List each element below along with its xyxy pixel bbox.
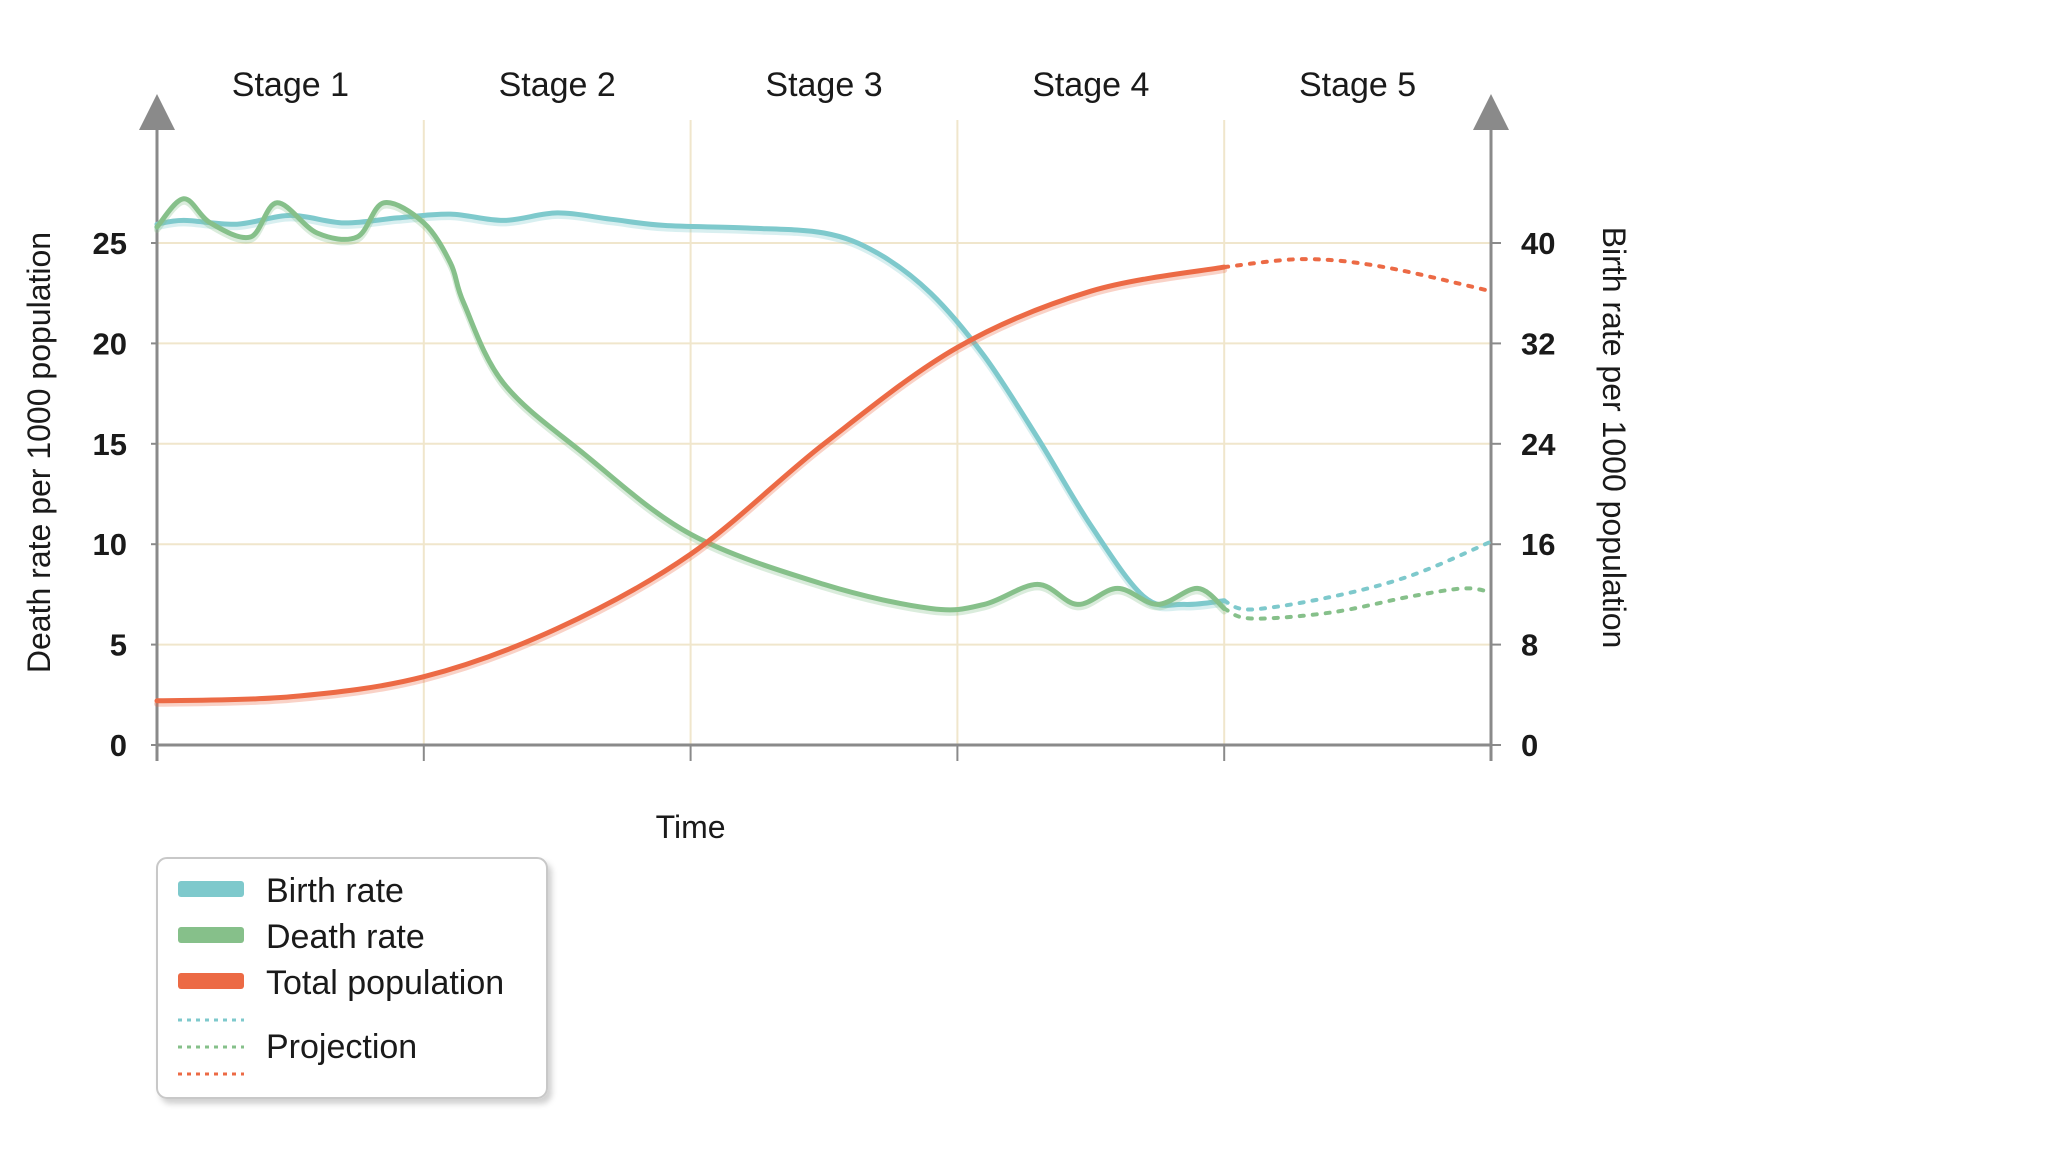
legend: Birth rate Death rate Total population P… xyxy=(156,857,548,1099)
labels: Time Death rate per 1000 population Birt… xyxy=(21,66,1632,845)
y-left-tick-label: 5 xyxy=(110,628,127,663)
stage-label: Stage 5 xyxy=(1299,66,1416,104)
legend-label-projection: Projection xyxy=(266,1028,417,1066)
series-projection-total-population xyxy=(1222,257,1493,294)
y-axis-right-title: Birth rate per 1000 population xyxy=(1596,227,1632,649)
y-left-tick-label: 20 xyxy=(93,326,127,361)
y-right-tick-label: 32 xyxy=(1521,326,1555,361)
y-right-tick-label: 24 xyxy=(1521,427,1556,462)
legend-swatch-total-population xyxy=(178,973,244,989)
grid xyxy=(157,120,1491,745)
y-right-tick-label: 8 xyxy=(1521,628,1538,663)
series-line-birth-rate xyxy=(154,210,1227,608)
series xyxy=(154,196,1493,707)
legend-swatch-birth-rate xyxy=(178,881,244,897)
axes xyxy=(139,94,1509,761)
stage-label: Stage 2 xyxy=(499,66,616,104)
series-projection-death-rate xyxy=(1222,586,1493,621)
y-left-tick-label: 0 xyxy=(110,728,127,763)
y-left-tick-label: 10 xyxy=(93,527,127,562)
x-axis-title: Time xyxy=(656,809,726,845)
legend-swatch-death-rate xyxy=(178,927,244,943)
series-line-death-rate xyxy=(154,196,1227,613)
y-right-tick-label: 16 xyxy=(1521,527,1555,562)
legend-box xyxy=(156,857,548,1099)
y-right-tick-label: 0 xyxy=(1521,728,1538,763)
series-line-total-population xyxy=(154,264,1227,704)
y-axis-left-title: Death rate per 1000 population xyxy=(21,232,57,673)
stage-label: Stage 3 xyxy=(765,66,882,104)
series-projection-birth-rate xyxy=(1222,539,1493,612)
legend-label-birth-rate: Birth rate xyxy=(266,872,404,910)
y-left-tick-label: 15 xyxy=(93,427,127,462)
y-right-tick-label: 40 xyxy=(1521,226,1555,261)
stage-label: Stage 1 xyxy=(232,66,349,104)
y-left-tick-label: 25 xyxy=(93,226,127,261)
legend-label-total-population: Total population xyxy=(266,964,504,1002)
stage-label: Stage 4 xyxy=(1032,66,1149,104)
legend-label-death-rate: Death rate xyxy=(266,918,425,956)
